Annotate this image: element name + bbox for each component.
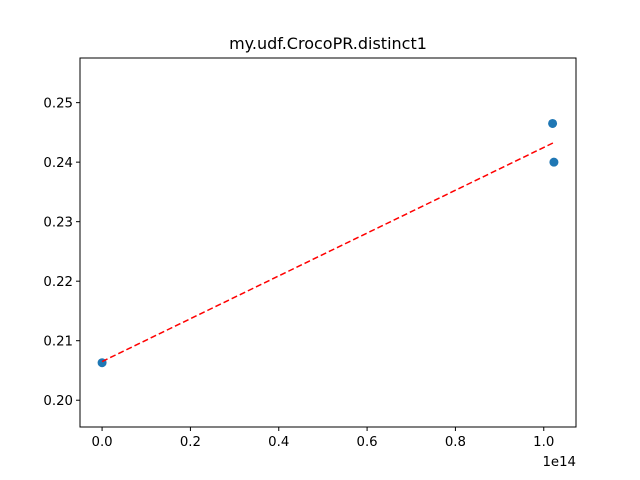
chart-title: my.udf.CrocoPR.distinct1: [229, 34, 427, 53]
trend-line: [101, 141, 555, 363]
y-axis: 0.20 0.21 0.22 0.23 0.24 0.25: [43, 97, 80, 409]
x-offset-text: 1e14: [542, 455, 576, 470]
y-tick-label: 0.20: [43, 394, 73, 409]
x-axis: 0.0 0.2 0.4 0.6 0.8 1.0: [92, 427, 554, 450]
plot-area: 0.0 0.2 0.4 0.6 0.8 1.0 0.200.210.220.230.240…: [43, 57, 577, 450]
x-tick-label: 0.8: [445, 435, 466, 450]
series-layer: [97, 118, 559, 368]
scatter-point: [548, 118, 558, 128]
axes-frame: [79, 57, 577, 428]
y-tick-label: 0.23: [43, 216, 73, 231]
scatter-point: [549, 157, 559, 167]
y-tick-label: 0.22: [43, 275, 73, 290]
x-tick-label: 0.4: [268, 435, 289, 450]
y-tick-label: 0.21: [43, 335, 73, 350]
x-tick-label: 0.6: [357, 435, 378, 450]
x-tick-label: 1.0: [533, 435, 554, 450]
x-tick-label: 0.2: [180, 435, 201, 450]
y-tick-label: 0.24: [43, 156, 73, 171]
y-tick-label: 0.25: [43, 97, 73, 112]
x-tick-label: 0.0: [92, 435, 113, 450]
